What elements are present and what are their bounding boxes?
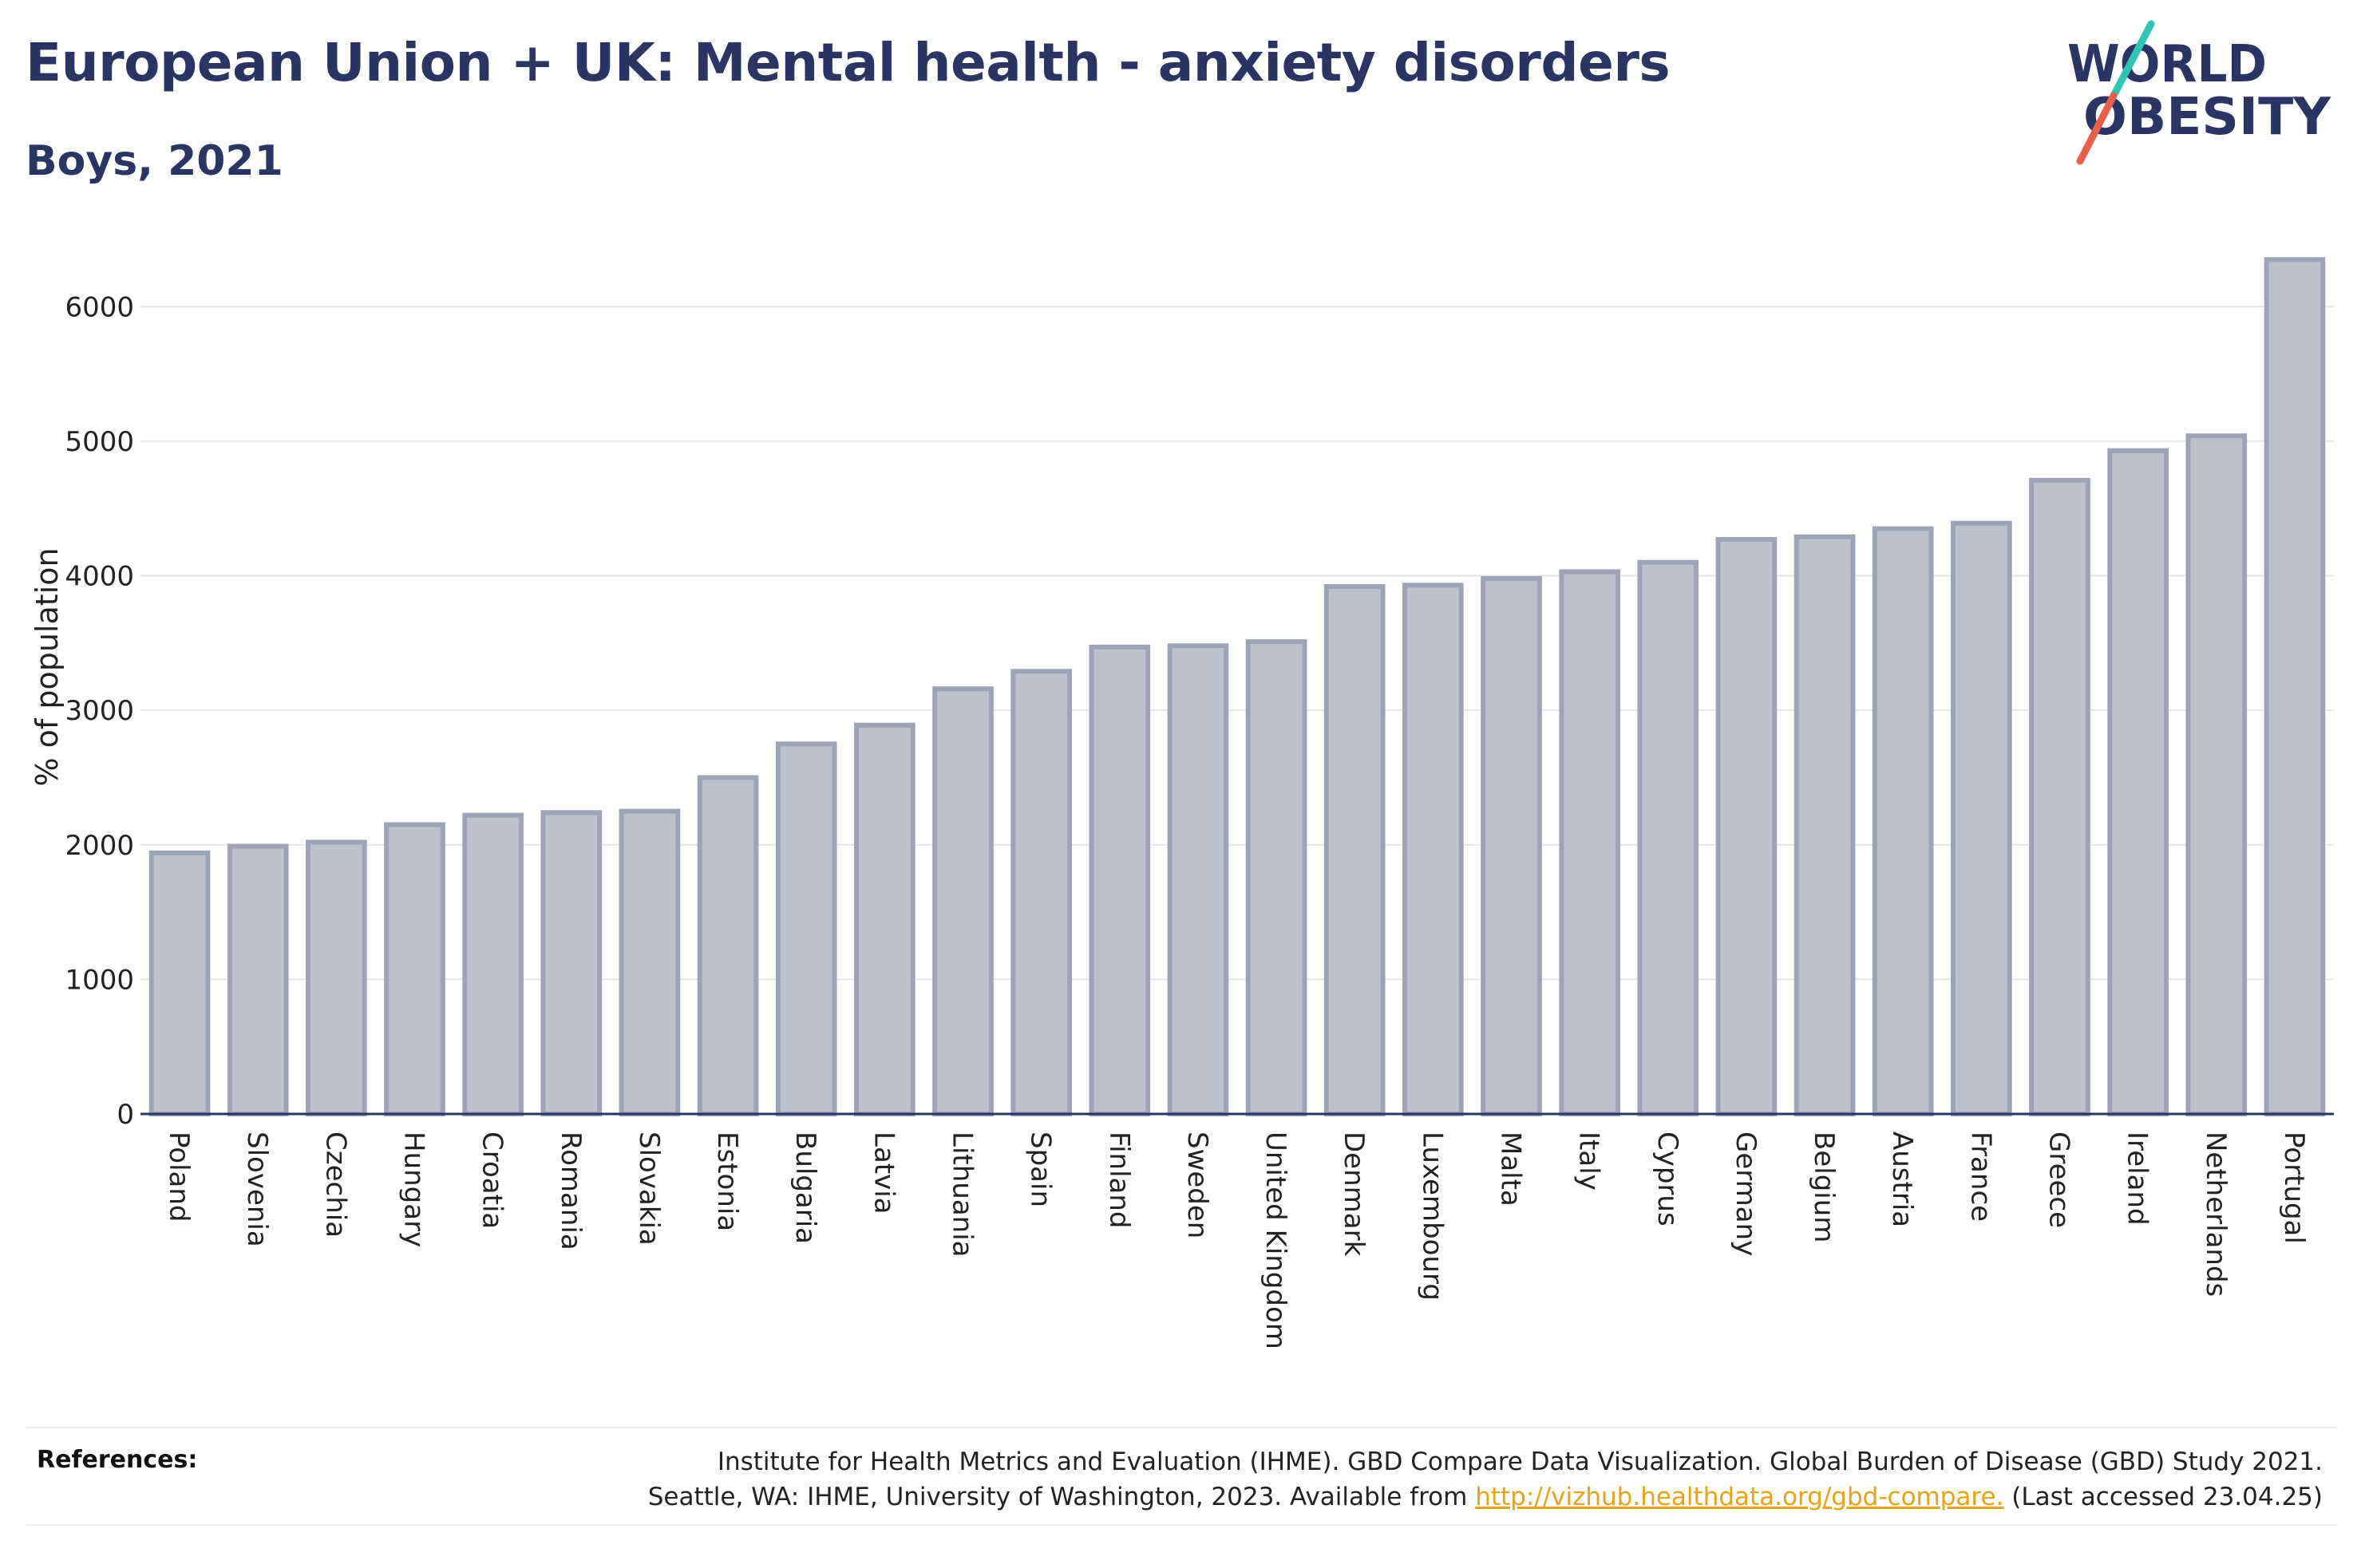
y-tick-label: 6000 [65, 291, 134, 323]
bar-malta [1481, 575, 1542, 1116]
bar-slovenia [227, 843, 289, 1117]
logo-line1: WORLD [2067, 35, 2267, 94]
footer-divider-bottom [26, 1524, 2337, 1526]
x-tick-label: Greece [2043, 1132, 2075, 1228]
x-tick-label: Romania [555, 1132, 587, 1250]
x-tick-label: Slovakia [633, 1132, 665, 1246]
y-tick-label: 3000 [65, 695, 134, 727]
x-tick-label: Luxembourg [1416, 1132, 1448, 1301]
bar-estonia [697, 775, 759, 1116]
y-axis-title: % of population [30, 547, 65, 786]
chart-subtitle: Boys, 2021 [26, 137, 283, 185]
bar-cyprus [1637, 559, 1699, 1116]
bar-chart: 0 1000 2000 3000 4000 5000 6000 Poland Slovenia C… [30, 257, 2334, 1349]
x-tick-label: Netherlands [2200, 1132, 2232, 1297]
world-obesity-logo: WORLD OBESITY [2067, 20, 2331, 165]
bar-denmark [1323, 584, 1386, 1116]
bar-czechia [306, 839, 367, 1117]
bar-portugal [2264, 257, 2326, 1116]
x-tick-label: Austria [1886, 1132, 1918, 1227]
reference-line-1: Institute for Health Metrics and Evaluat… [717, 1448, 2323, 1476]
references-text: Institute for Health Metrics and Evaluat… [487, 1444, 2323, 1515]
bar-united-kingdom [1245, 639, 1307, 1116]
x-tick-label: Germany [1730, 1132, 1762, 1256]
x-tick-label: Latvia [868, 1132, 900, 1215]
bar-france [1951, 520, 2012, 1116]
chart-title: European Union + UK: Mental health - anx… [26, 32, 1671, 93]
x-tick-label: Hungary [398, 1132, 430, 1247]
bar-finland [1089, 644, 1151, 1116]
bar-italy [1559, 569, 1620, 1116]
bar-luxembourg [1402, 583, 1464, 1116]
x-tick-label: Lithuania [947, 1132, 979, 1257]
x-tick-label: Spain [1025, 1132, 1057, 1207]
bar-belgium [1793, 534, 1856, 1116]
bar-croatia [462, 812, 524, 1116]
x-tick-label: Malta [1495, 1132, 1527, 1207]
logo-line2: OBESITY [2083, 88, 2331, 147]
x-tick-label: France [1964, 1132, 1996, 1222]
y-tick-label: 2000 [65, 830, 134, 862]
bar-lithuania [932, 686, 994, 1116]
logo-slash-teal [2110, 20, 2155, 100]
bar-greece [2029, 477, 2090, 1116]
x-tick-label: Croatia [477, 1132, 508, 1229]
bar-netherlands [2185, 433, 2248, 1116]
x-tick-label: United Kingdom [1260, 1132, 1291, 1349]
x-tick-label: Italy [1573, 1132, 1605, 1191]
reference-line-2: Seattle, WA: IHME, University of Washing… [487, 1479, 2323, 1515]
reference-line-2-pre: Seattle, WA: IHME, University of Washing… [647, 1483, 1468, 1511]
bar-austria [1872, 526, 1934, 1116]
bar-slovakia [619, 808, 681, 1116]
bar-latvia [854, 722, 916, 1116]
bar-spain [1010, 669, 1072, 1116]
x-tick-label: Czechia [319, 1132, 351, 1238]
x-tick-label: Cyprus [1651, 1132, 1683, 1226]
x-tick-label: Portugal [2278, 1132, 2310, 1244]
x-tick-label: Estonia [711, 1132, 743, 1231]
x-tick-label: Denmark [1338, 1132, 1370, 1257]
logo-slash-coral [2076, 92, 2118, 165]
x-tick-label: Ireland [2122, 1132, 2153, 1226]
x-tick-label: Belgium [1808, 1132, 1840, 1242]
y-tick-label: 0 [117, 1099, 134, 1131]
bar-germany [1715, 537, 1778, 1116]
x-tick-label: Finland [1103, 1132, 1135, 1229]
bar-romania [540, 810, 603, 1116]
bar-sweden [1167, 643, 1229, 1116]
references-label: References: [37, 1446, 198, 1474]
y-tick-label: 5000 [65, 426, 134, 458]
x-tick-label: Poland [163, 1132, 195, 1222]
bar-poland [148, 850, 211, 1116]
footer-divider-top [26, 1427, 2337, 1428]
reference-line-2-post: (Last accessed 23.04.25) [2011, 1483, 2323, 1511]
reference-link[interactable]: http://vizhub.healthdata.org/gbd-compare… [1475, 1483, 2004, 1511]
x-tick-label: Slovenia [241, 1132, 273, 1247]
bar-layer [148, 257, 2326, 1117]
x-tick-label: Bulgaria [789, 1132, 821, 1244]
axis-layer: 0 1000 2000 3000 4000 5000 6000 Poland Slovenia C… [65, 291, 2334, 1349]
bar-ireland [2107, 448, 2169, 1116]
bar-bulgaria [775, 741, 837, 1116]
y-tick-label: 4000 [65, 561, 134, 593]
y-tick-label: 1000 [65, 964, 134, 996]
x-tick-label: Sweden [1181, 1132, 1213, 1238]
bar-hungary [384, 822, 445, 1116]
